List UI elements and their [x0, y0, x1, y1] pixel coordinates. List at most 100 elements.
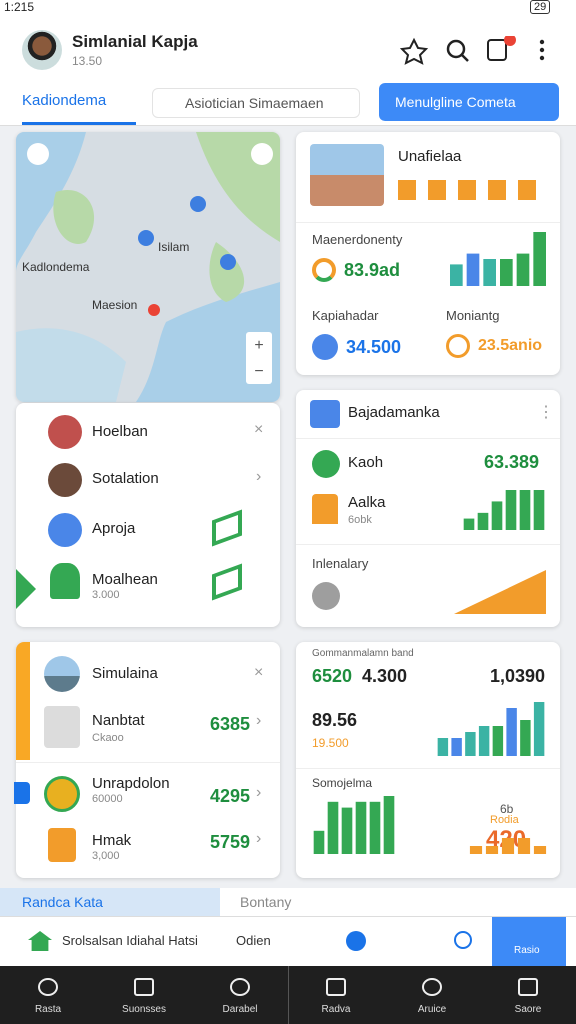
search-bar: Srolsalsan Idiahal Hatsi Odien Rasio — [0, 916, 576, 967]
item-label[interactable]: Hoelban — [92, 423, 148, 440]
bottom-tab-active[interactable]: Randca Kata — [0, 888, 220, 916]
menu-icon[interactable]: ⋮ — [538, 404, 554, 421]
item-value: 5759 — [210, 832, 251, 852]
item-sub: 3,000 — [92, 850, 120, 862]
zoom-out[interactable]: − — [254, 363, 263, 380]
avatar[interactable] — [22, 30, 62, 70]
stat-value: 4.300 — [362, 666, 408, 686]
zoom-in[interactable]: + — [254, 337, 263, 354]
nav-label: Saore — [514, 1004, 542, 1015]
map-layers[interactable] — [251, 143, 273, 165]
list-card: Hoelban × Sotalation › Aproja Moalhean 3… — [16, 403, 280, 627]
nav-item[interactable]: Saore — [480, 966, 576, 1024]
item-sub: 3.000 — [92, 589, 120, 601]
water — [16, 328, 126, 402]
map-label: Isilam — [158, 240, 190, 254]
close-icon[interactable]: × — [254, 421, 264, 438]
zoom-control[interactable] — [246, 332, 272, 384]
row-icon — [312, 494, 338, 524]
item-icon — [48, 463, 82, 497]
chevron[interactable]: › — [256, 784, 262, 801]
item-label[interactable]: Hmak — [92, 832, 132, 849]
item-icon — [44, 656, 80, 692]
nav-item[interactable]: Aruice — [384, 966, 480, 1024]
tab-label: Asiotician Simaemaen — [185, 95, 324, 111]
bottom-nav: Rasta Suonsses Darabel Radva Aruice Saore — [0, 966, 576, 1024]
bar — [506, 708, 517, 756]
search-option[interactable]: Odien — [236, 933, 271, 948]
nav-item[interactable]: Darabel — [192, 966, 288, 1024]
action-button[interactable]: Rasio — [492, 917, 566, 967]
row-label: Kaoh — [348, 454, 384, 471]
bar — [383, 796, 395, 854]
item-label[interactable]: Sotalation — [92, 470, 159, 487]
nav-item[interactable]: Suonsses — [96, 966, 192, 1024]
menu-dot[interactable] — [539, 39, 545, 45]
note: Rodia — [490, 814, 519, 826]
bar — [478, 726, 490, 756]
bar-chart — [469, 838, 547, 854]
item-label[interactable]: Moalhean — [92, 571, 158, 588]
chart-subtitle: Somojelma — [312, 776, 373, 790]
chevron[interactable]: › — [256, 830, 262, 847]
bar — [466, 253, 480, 286]
home-icon[interactable] — [28, 931, 52, 951]
notification-icon[interactable] — [487, 39, 507, 61]
row-label: Aalka — [348, 494, 386, 511]
chevron[interactable]: › — [256, 712, 262, 729]
map-pin[interactable] — [148, 304, 160, 316]
bar — [533, 232, 546, 286]
chevron[interactable]: › — [256, 468, 262, 485]
favorite-icon[interactable] — [400, 37, 429, 65]
bar — [519, 490, 531, 530]
water — [136, 282, 280, 402]
bar — [437, 738, 449, 756]
bar — [533, 702, 545, 756]
map-locate[interactable] — [27, 143, 49, 165]
profile-icon[interactable] — [454, 931, 472, 949]
tab-active[interactable]: Kadiondema — [22, 92, 107, 109]
search-icon[interactable] — [446, 39, 466, 59]
button-label: Menulgline Cometa — [395, 94, 516, 110]
battery: 29 — [530, 0, 551, 14]
search-input[interactable]: Srolsalsan Idiahal Hatsi — [62, 933, 198, 948]
header: Simlanial Kapja 13.50 — [0, 16, 576, 82]
row-label: Inlenalary — [312, 556, 369, 571]
stat-icon — [312, 334, 338, 360]
bar — [501, 838, 515, 854]
status-bar: 1:215 29 — [0, 0, 576, 16]
card-title: Bajadamanka — [348, 404, 440, 421]
bar — [533, 490, 545, 530]
close-icon[interactable]: × — [254, 664, 264, 681]
side-tab[interactable] — [14, 782, 30, 804]
tab-second[interactable]: Asiotician Simaemaen — [152, 88, 360, 118]
bar — [313, 830, 325, 854]
bar — [327, 801, 339, 854]
bar — [465, 732, 476, 756]
nav-icon — [518, 978, 538, 996]
map-card[interactable]: + − Kadlondema Isilam Maesion — [16, 132, 280, 402]
bar — [516, 253, 530, 286]
map-pin[interactable] — [190, 196, 206, 212]
stat-label: Kapiahadar — [312, 308, 379, 323]
item-icon — [48, 513, 82, 547]
action-icon[interactable] — [346, 931, 366, 951]
bar — [491, 501, 503, 530]
primary-button[interactable]: Menulgline Cometa — [379, 83, 559, 121]
tab-indicator — [22, 122, 136, 125]
nav-item[interactable]: Radva — [288, 966, 384, 1024]
map-pin[interactable] — [220, 254, 236, 270]
item-label[interactable]: Unrapdolon — [92, 775, 170, 792]
bottom-tab-label[interactable]: Bontany — [240, 894, 292, 910]
item-label[interactable]: Nanbtat — [92, 712, 145, 729]
map-pin[interactable] — [138, 230, 154, 246]
bar — [341, 807, 353, 854]
bar-chart — [463, 490, 545, 530]
bar — [492, 726, 504, 756]
nav-item[interactable]: Rasta — [0, 966, 96, 1024]
row-value: 63.389 — [484, 452, 540, 472]
item-icon — [48, 828, 76, 862]
bar-chart — [450, 232, 546, 286]
item-label[interactable]: Aproja — [92, 520, 136, 537]
